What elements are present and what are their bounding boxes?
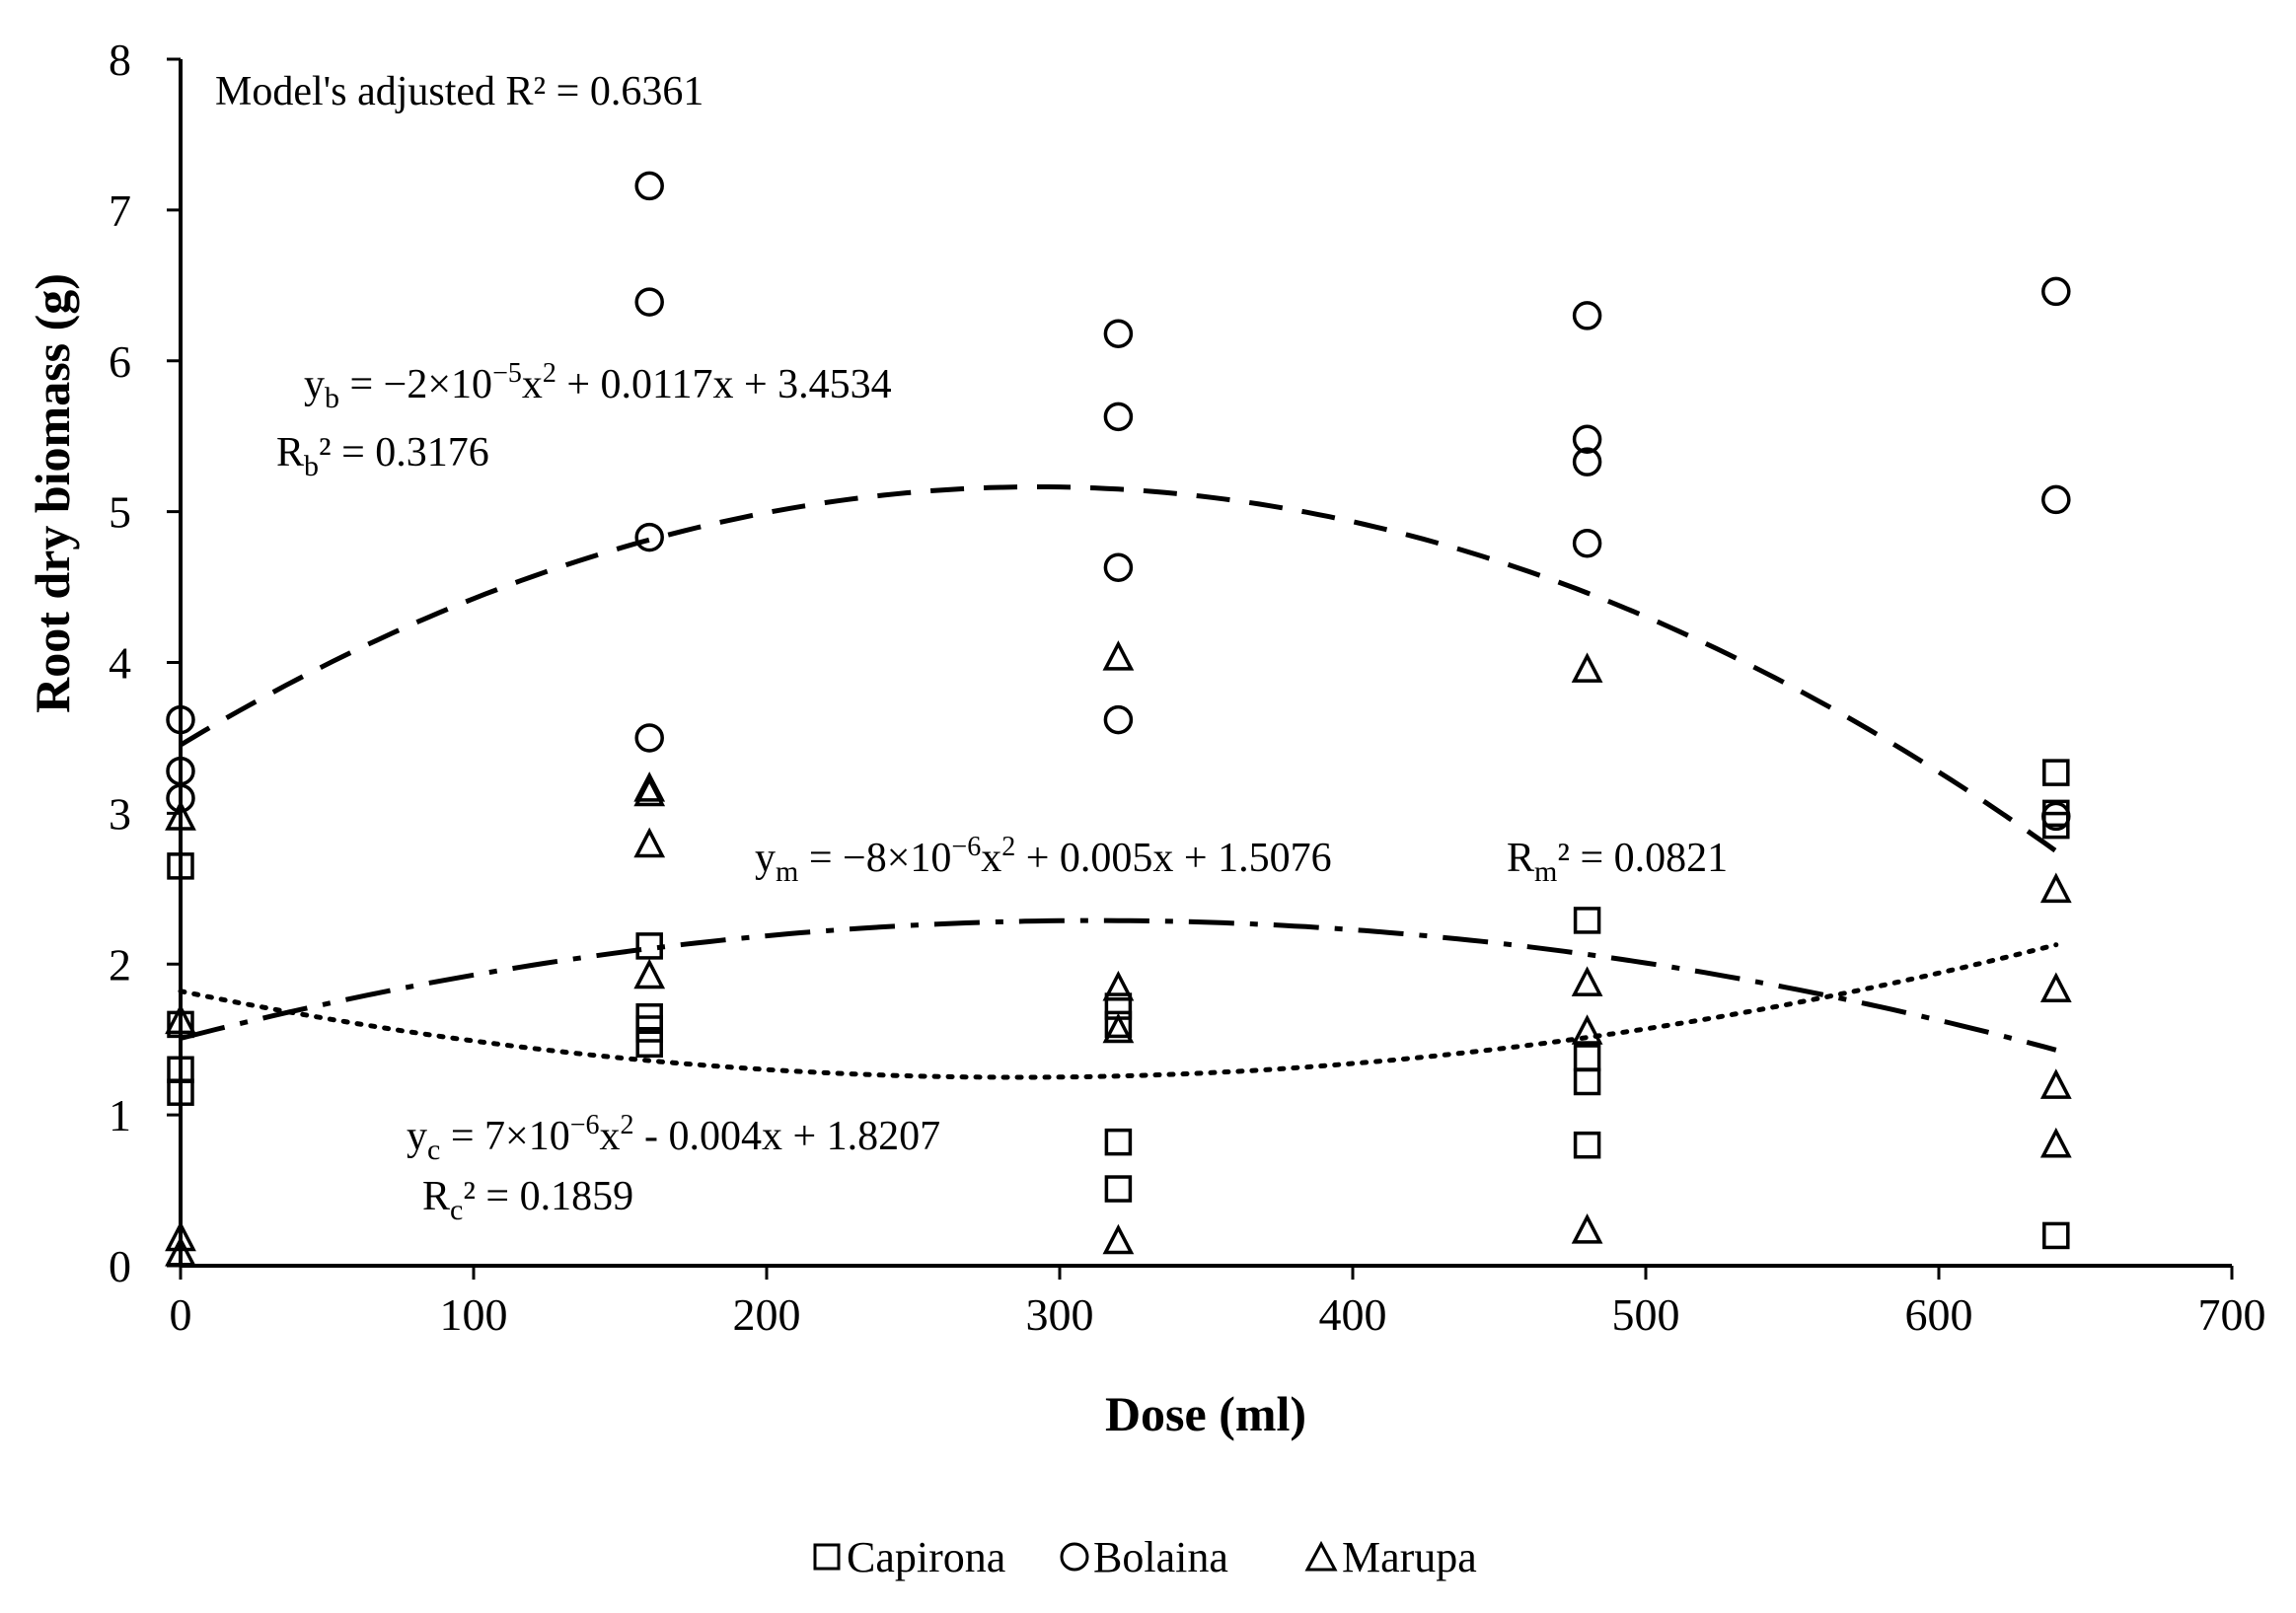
point-capirona [1104,1128,1133,1156]
y-tick-label: 5 [109,487,131,538]
y-axis-title: Root dry biomass (g) [25,273,80,713]
legend-capirona-label: Capirona [847,1533,1005,1581]
fit-curve-marupa [180,917,2057,1053]
point-capirona [1573,1067,1601,1096]
point-marupa [1102,970,1135,1001]
point-bolaina [1572,301,1602,330]
marupa-fit-r2: Rm² = 0.0821 [1507,836,1728,888]
y-tick-label: 0 [109,1241,131,1291]
point-marupa [2039,1127,2072,1158]
point-marupa [1102,640,1135,671]
point-capirona [1573,1131,1601,1159]
legend-bolaina-marker [1060,1542,1089,1572]
legend-bolaina-label: Bolaina [1093,1533,1228,1581]
data-points [165,171,2072,1267]
tick-labels: 0 100 200 300 400 500 600 700 0 1 2 3 4 5 6 7 8 [109,35,2266,1340]
point-marupa [2039,972,2072,1002]
point-capirona [1104,1175,1133,1203]
y-tick-label: 8 [109,35,131,85]
marupa-fit-equation: ym = −8×10−6x2 + 0.005x + 1.5076 [755,832,1332,888]
point-bolaina [1103,704,1134,735]
point-marupa [633,771,666,802]
legend-capirona-marker [813,1543,841,1571]
axes [167,57,2234,1280]
point-capirona [2042,759,2070,786]
point-bolaina [634,522,664,552]
point-capirona [1573,1044,1601,1071]
point-bolaina [634,287,664,317]
point-bolaina [634,171,664,201]
point-marupa [633,775,666,807]
legend-marupa-label: Marupa [1342,1533,1477,1581]
point-bolaina [1103,552,1134,582]
point-capirona [2042,811,2070,840]
point-bolaina [1572,424,1602,454]
x-tick-label: 400 [1319,1289,1387,1340]
point-bolaina [1572,528,1602,558]
point-bolaina [634,723,664,753]
x-tick-label: 500 [1612,1289,1680,1340]
y-tick-label: 1 [109,1090,131,1140]
y-tick-label: 3 [109,788,131,839]
point-marupa [1571,1014,1603,1045]
point-marupa [633,827,666,858]
point-bolaina [2041,276,2071,307]
x-tick-label: 700 [2198,1289,2266,1340]
fit-curve-capirona [178,942,2059,1080]
point-capirona [635,1030,663,1059]
point-bolaina [1103,319,1134,348]
point-marupa [1102,1223,1135,1255]
point-marupa [633,958,666,990]
point-capirona [1104,1010,1133,1039]
point-capirona [635,932,663,960]
point-capirona [635,1015,663,1043]
y-tick-label: 7 [109,185,131,236]
x-axis-title: Dose (ml) [1105,1386,1306,1441]
model-r2-annotation: Model's adjusted R² = 0.6361 [215,69,704,114]
point-capirona [2042,1221,2070,1250]
y-tick-label: 4 [109,638,131,689]
legend: Capirona Bolaina Marupa [813,1533,1477,1581]
x-tick-label: 200 [733,1289,801,1340]
point-bolaina [2041,484,2071,515]
point-capirona [1573,907,1601,934]
point-marupa [1571,652,1603,683]
x-tick-label: 0 [170,1289,192,1340]
capirona-fit-equation: yc = 7×10−6x2 - 0.004x + 1.8207 [407,1110,940,1166]
point-marupa [2039,1068,2072,1099]
fit-curve-bolaina [179,484,2058,853]
fit-curves [178,484,2059,1080]
point-marupa [1102,1012,1135,1044]
x-tick-label: 300 [1026,1289,1094,1340]
point-bolaina [2041,801,2071,832]
point-bolaina [1103,402,1134,432]
bolaina-fit-equation: yb = −2×10−5x2 + 0.0117x + 3.4534 [304,358,892,414]
bolaina-fit-r2: Rb² = 0.3176 [276,430,489,482]
point-marupa [2039,872,2072,904]
x-tick-label: 600 [1905,1289,1973,1340]
legend-marupa-marker [1304,1540,1338,1572]
capirona-fit-r2: Rc² = 0.1859 [422,1174,633,1226]
point-marupa [1571,966,1603,996]
point-bolaina [1572,447,1602,477]
point-marupa [1571,1213,1603,1244]
x-tick-label: 100 [440,1289,508,1340]
y-tick-label: 6 [109,336,131,387]
y-tick-label: 2 [109,939,131,990]
